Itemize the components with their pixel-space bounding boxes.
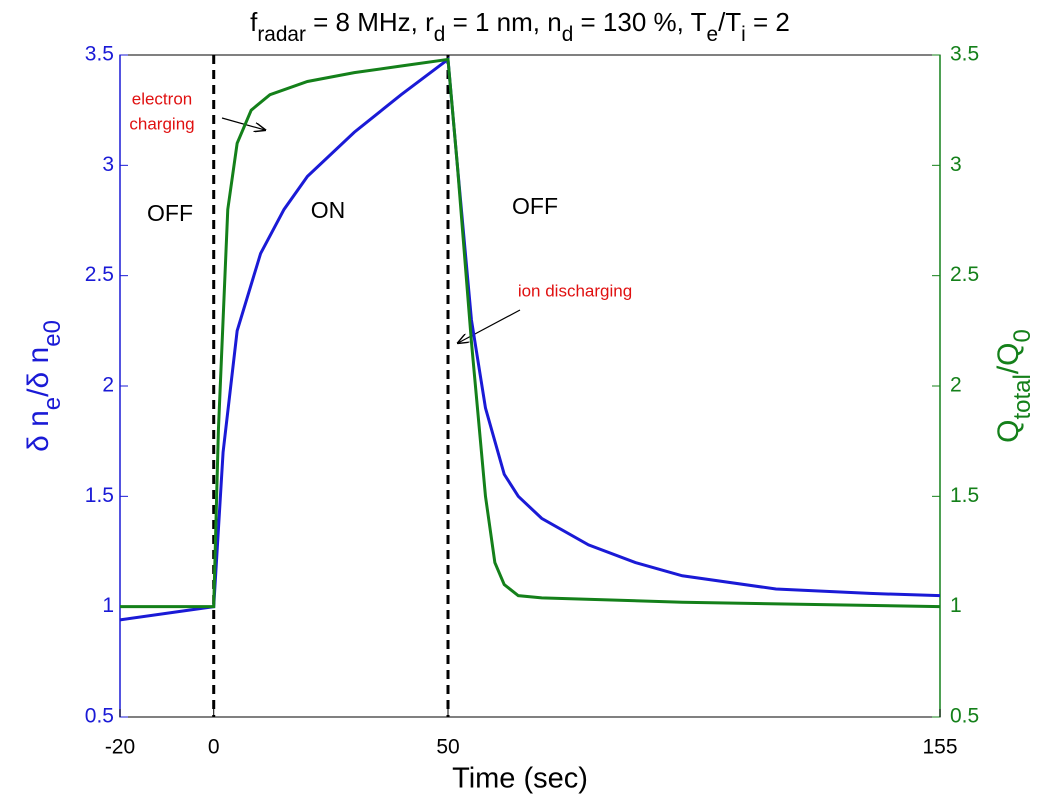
y2-tick-label: 0.5: [950, 705, 979, 728]
annotation: OFF: [147, 200, 193, 226]
y-tick-label: 1: [102, 594, 114, 617]
annotation: ON: [311, 197, 346, 223]
arrow: [221, 117, 265, 130]
data-line: [119, 56, 941, 622]
chart-title-part: d: [434, 23, 446, 46]
y2-tick-label: 2.5: [950, 263, 979, 286]
x-tick-label: -20: [105, 736, 135, 759]
arrow: [458, 309, 521, 343]
y2-axis-label-part: total: [1009, 374, 1036, 419]
chart-title-part: = 130 %, T: [573, 7, 706, 37]
y2-tick-label: 1: [950, 594, 962, 617]
y-tick-label: 2: [102, 374, 114, 397]
annotation: OFF: [512, 193, 558, 219]
chart-title: fradar = 8 MHz, rd = 1 nm, nd = 130 %, T…: [250, 7, 790, 46]
chart-title-part: d: [562, 23, 574, 46]
y2-axis-label-part: Q: [992, 420, 1025, 443]
y2-tick-label: 1.5: [950, 484, 979, 507]
y-axis-label: δ ne/δ ne0: [22, 320, 66, 452]
y-tick-label: 0.5: [85, 705, 114, 728]
chart-title-part: f: [250, 7, 258, 37]
y-axis-label-part: e0: [39, 320, 66, 347]
chart-title-part: i: [741, 23, 746, 46]
x-tick-label: 0: [208, 736, 220, 759]
chart-title-part: = 1 nm, n: [445, 7, 561, 37]
y-tick-label: 3.5: [85, 43, 114, 66]
data-line: [120, 57, 941, 609]
y2-tick-label: 3: [950, 153, 962, 176]
y-tick-label: 2.5: [85, 263, 114, 286]
x-tick-label: 50: [436, 736, 459, 759]
y2-axis-label-part: /Q: [992, 342, 1025, 374]
y2-axis-label: Qtotal/Q0: [992, 329, 1036, 443]
y2-tick-label: 2: [950, 374, 962, 397]
chart-title-part: radar: [257, 23, 306, 46]
y-tick-label: 3: [102, 153, 114, 176]
annotation: electron: [132, 89, 192, 108]
chart-title-part: = 8 MHz, r: [306, 7, 434, 37]
x-axis-label: Time (sec): [452, 763, 588, 795]
chart-title-part: e: [706, 23, 718, 46]
y-axis-label-part: /δ n: [22, 347, 55, 397]
y-tick-label: 1.5: [85, 484, 114, 507]
y-axis-label-part: e: [39, 397, 66, 410]
chart-title-part: = 2: [746, 7, 790, 37]
annotation: charging: [129, 114, 194, 133]
chart-title-part: /T: [718, 7, 741, 37]
annotation: ion discharging: [518, 281, 632, 300]
y2-tick-label: 3.5: [950, 43, 979, 66]
x-tick-label: 155: [922, 736, 957, 759]
y2-axis-label-part: 0: [1009, 329, 1036, 342]
plot-frame: [119, 54, 941, 718]
y-axis-label-part: δ n: [22, 410, 55, 452]
